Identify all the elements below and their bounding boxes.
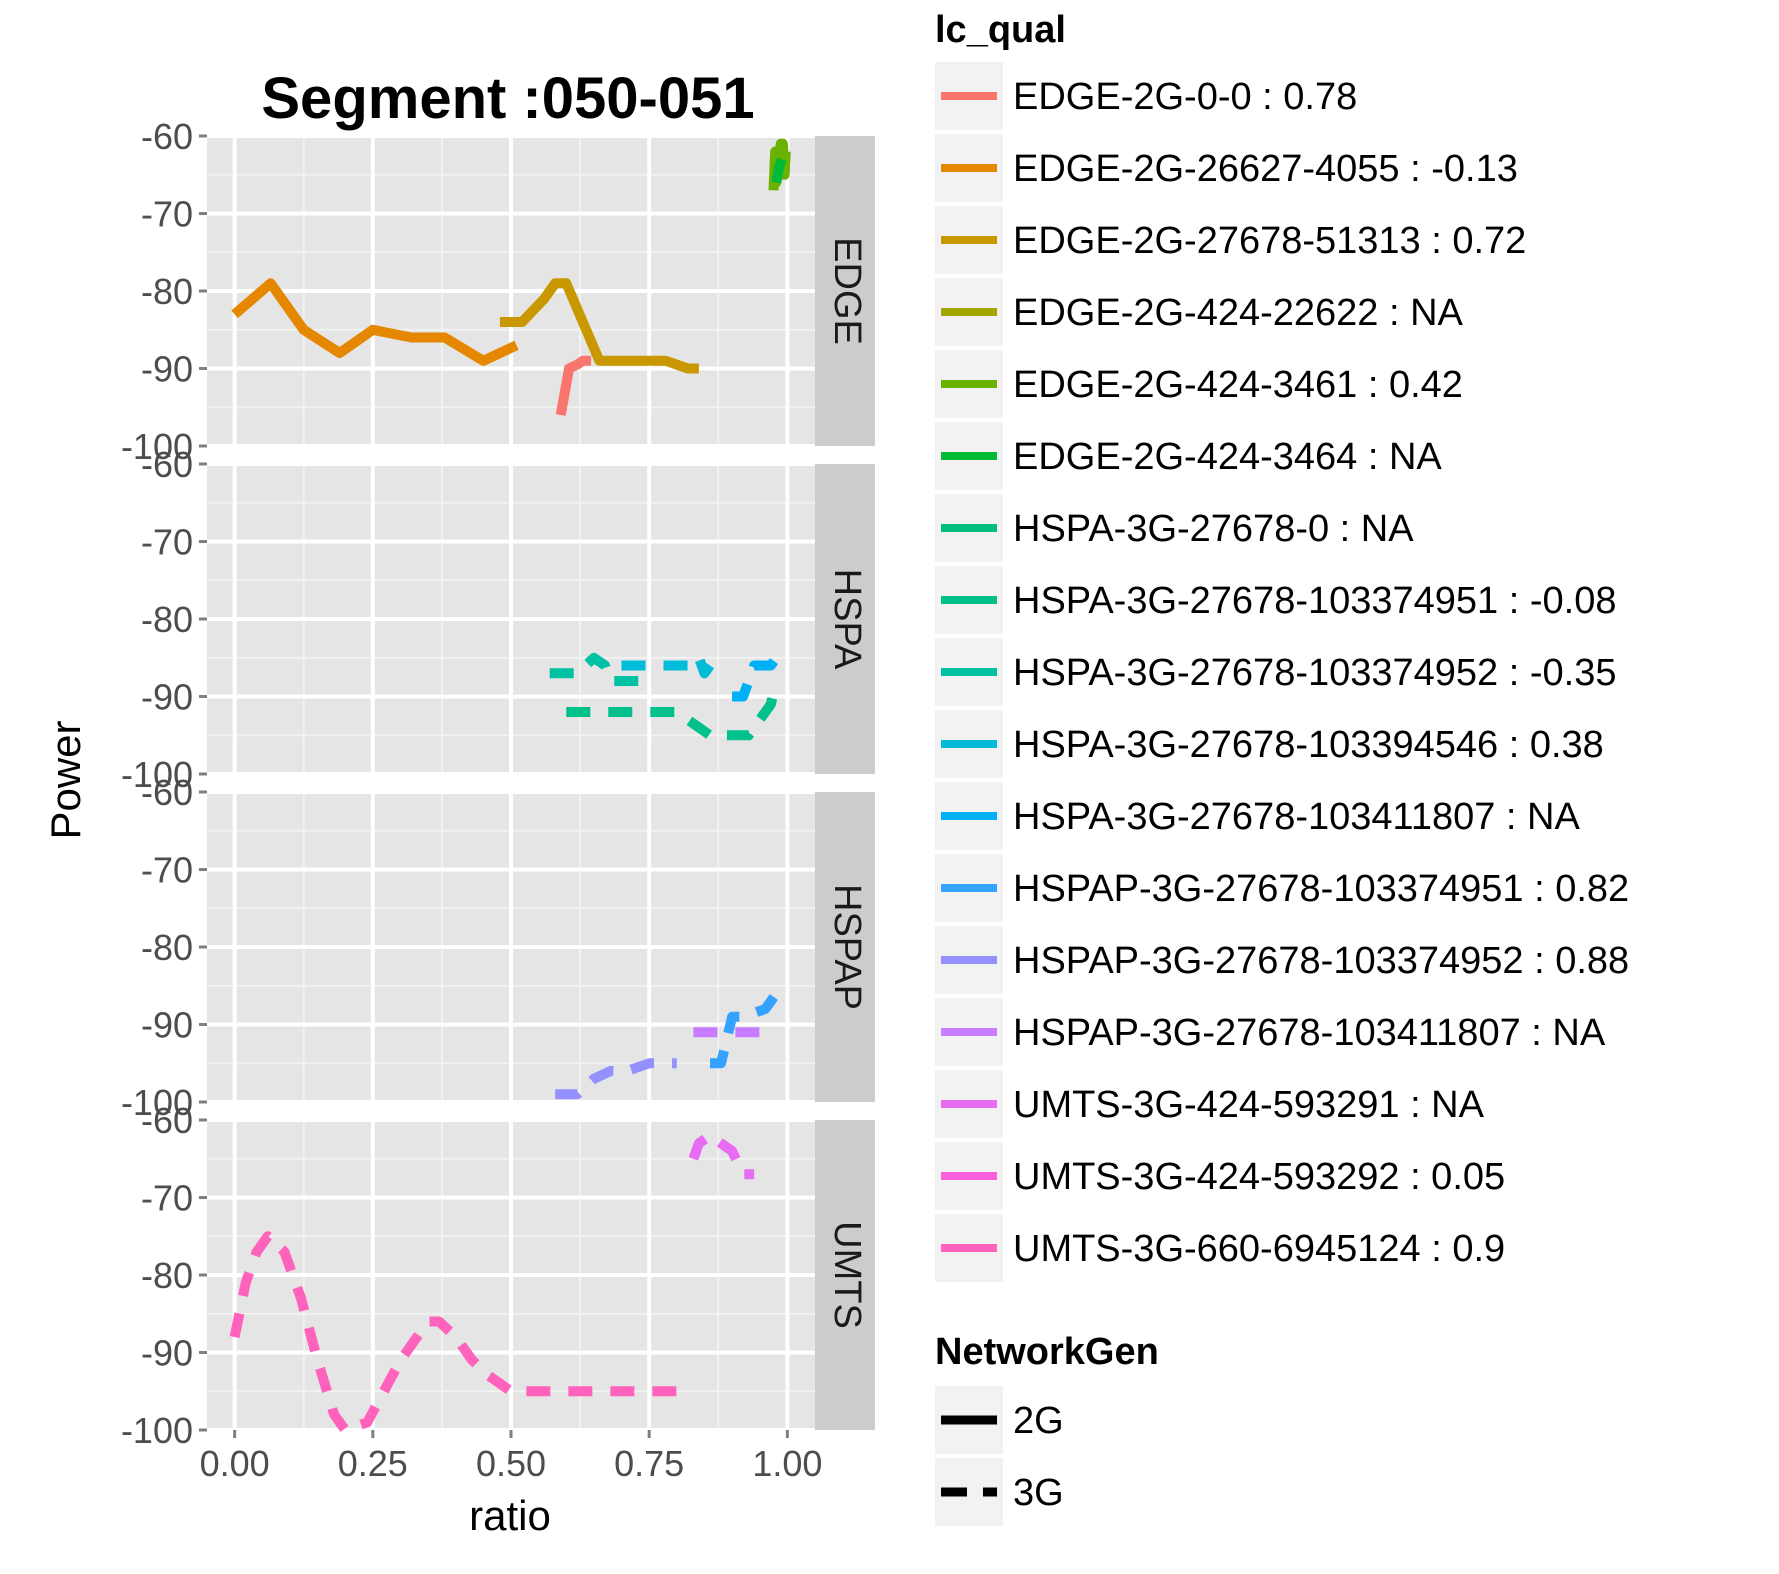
legend-label: HSPA-3G-27678-103394546 : 0.38: [1013, 724, 1604, 766]
y-tick-label: -80: [141, 927, 193, 968]
facet-panels: -60 -70 -80 -90 -100 EDGE -60 -70 -80 -90 -100 HSPA…: [121, 116, 875, 1451]
legend-item: EDGE-2G-26627-4055 : -0.13: [935, 134, 1518, 202]
legend-label: EDGE-2G-0-0 : 0.78: [1013, 76, 1357, 118]
legend-title-networkgen: NetworkGen: [935, 1331, 1159, 1373]
x-axis: 0.00 0.25 0.50 0.75 1.00: [200, 1430, 822, 1484]
facet-strip: [815, 792, 875, 1102]
facet-panel-hspap: -60 -70 -80 -90 -100 HSPAP: [121, 772, 875, 1123]
legend-label: EDGE-2G-27678-51313 : 0.72: [1013, 220, 1526, 262]
legend-label: HSPAP-3G-27678-103374951 : 0.82: [1013, 868, 1629, 910]
legend-label: EDGE-2G-424-3464 : NA: [1013, 436, 1442, 478]
x-tick-label: 0.25: [338, 1443, 408, 1484]
y-tick-label: -70: [141, 194, 193, 235]
legend-label: HSPA-3G-27678-0 : NA: [1013, 508, 1414, 550]
facet-strip: [815, 1120, 875, 1430]
y-tick-label: -80: [141, 599, 193, 640]
legend-item: UMTS-3G-660-6945124 : 0.9: [935, 1214, 1505, 1282]
facet-strip: [815, 464, 875, 774]
legend-item: HSPAP-3G-27678-103374952 : 0.88: [935, 926, 1629, 994]
legend-label: HSPA-3G-27678-103411807 : NA: [1013, 796, 1580, 838]
x-tick-label: 0.75: [614, 1443, 684, 1484]
series-line: [732, 647, 786, 702]
y-tick-label: -90: [141, 1005, 193, 1046]
legend-label: EDGE-2G-424-3461 : 0.42: [1013, 364, 1463, 406]
x-axis-title: ratio: [469, 1492, 551, 1539]
y-tick-label: -100: [121, 754, 193, 795]
y-tick-label: -90: [141, 677, 193, 718]
legend-label: HSPAP-3G-27678-103411807 : NA: [1013, 1012, 1606, 1054]
series-line: [566, 679, 782, 741]
series-line: [710, 982, 786, 1069]
y-tick-label: -70: [141, 522, 193, 563]
legend-item: HSPA-3G-27678-103411807 : NA: [935, 782, 1580, 850]
facet-strip-label: EDGE: [826, 237, 868, 345]
legend-item-networkgen: 2G: [935, 1386, 1064, 1454]
series-line: [549, 652, 655, 686]
facet-panel-edge: -60 -70 -80 -90 -100 EDGE: [121, 116, 875, 467]
legend-title-lc-qual: lc_qual: [935, 9, 1066, 51]
series-line: [499, 278, 699, 374]
facet-panel-hspa: -60 -70 -80 -90 -100 HSPA: [121, 444, 875, 795]
x-tick-label: 1.00: [752, 1443, 822, 1484]
y-tick-label: -60: [141, 772, 193, 813]
legend-label: 2G: [1013, 1400, 1064, 1442]
legend-label: EDGE-2G-424-22622 : NA: [1013, 292, 1464, 334]
y-tick-label: -90: [141, 349, 193, 390]
legend-item: HSPA-3G-27678-103374951 : -0.08: [935, 566, 1616, 634]
legend-label: UMTS-3G-424-593291 : NA: [1013, 1084, 1485, 1126]
legend-item: HSPAP-3G-27678-103374951 : 0.82: [935, 854, 1629, 922]
legend-item: HSPA-3G-27678-103394546 : 0.38: [935, 710, 1604, 778]
facet-strip-label: HSPAP: [826, 884, 868, 1010]
y-tick-label: -60: [141, 444, 193, 485]
y-tick-label: -80: [141, 271, 193, 312]
legend-label: EDGE-2G-26627-4055 : -0.13: [1013, 148, 1518, 190]
legend-item: UMTS-3G-424-593292 : 0.05: [935, 1142, 1505, 1210]
y-tick-label: -70: [141, 1178, 193, 1219]
legend-item: EDGE-2G-0-0 : 0.78: [935, 62, 1357, 130]
y-tick-label: -100: [121, 426, 193, 467]
legend-item: EDGE-2G-424-3461 : 0.42: [935, 350, 1463, 418]
legend-label: HSPAP-3G-27678-103374952 : 0.88: [1013, 940, 1629, 982]
facet-strip-label: UMTS: [826, 1221, 868, 1329]
legend-item: UMTS-3G-424-593291 : NA: [935, 1070, 1485, 1138]
y-tick-label: -100: [121, 1082, 193, 1123]
x-tick-label: 0.00: [200, 1443, 270, 1484]
y-tick-label: -100: [121, 1410, 193, 1451]
legend: lc_qual EDGE-2G-0-0 : 0.78 EDGE-2G-26627-4…: [935, 9, 1629, 1526]
facet-strip-label: HSPA: [826, 569, 868, 670]
series-line: [555, 1058, 677, 1100]
y-tick-label: -80: [141, 1255, 193, 1296]
legend-item: HSPAP-3G-27678-103411807 : NA: [935, 998, 1606, 1066]
legend-label: 3G: [1013, 1472, 1064, 1514]
y-tick-label: -90: [141, 1333, 193, 1374]
series-line: [231, 278, 519, 366]
legend-item-networkgen: 3G: [935, 1458, 1064, 1526]
legend-item: HSPA-3G-27678-103374952 : -0.35: [935, 638, 1616, 706]
legend-item: HSPA-3G-27678-0 : NA: [935, 494, 1414, 562]
y-tick-label: -60: [141, 116, 193, 157]
series-line: [771, 157, 787, 184]
legend-label: UMTS-3G-660-6945124 : 0.9: [1013, 1228, 1505, 1270]
chart-title: Segment :050-051: [261, 66, 754, 131]
x-tick-label: 0.50: [476, 1443, 546, 1484]
legend-label: UMTS-3G-424-593292 : 0.05: [1013, 1156, 1505, 1198]
series-line: [688, 1130, 755, 1180]
legend-item: EDGE-2G-424-22622 : NA: [935, 278, 1464, 346]
y-axis-title: Power: [42, 720, 89, 839]
y-tick-label: -60: [141, 1100, 193, 1141]
y-tick-label: -70: [141, 850, 193, 891]
legend-item: EDGE-2G-27678-51313 : 0.72: [935, 206, 1526, 274]
facet-panel-umts: -60 -70 -80 -90 -100 UMTS: [121, 1100, 875, 1451]
legend-label: HSPA-3G-27678-103374952 : -0.35: [1013, 652, 1616, 694]
series-line: [555, 355, 592, 416]
legend-item: EDGE-2G-424-3464 : NA: [935, 422, 1442, 490]
legend-label: HSPA-3G-27678-103374951 : -0.08: [1013, 580, 1616, 622]
series-line: [621, 652, 715, 679]
facet-strip: [815, 136, 875, 446]
